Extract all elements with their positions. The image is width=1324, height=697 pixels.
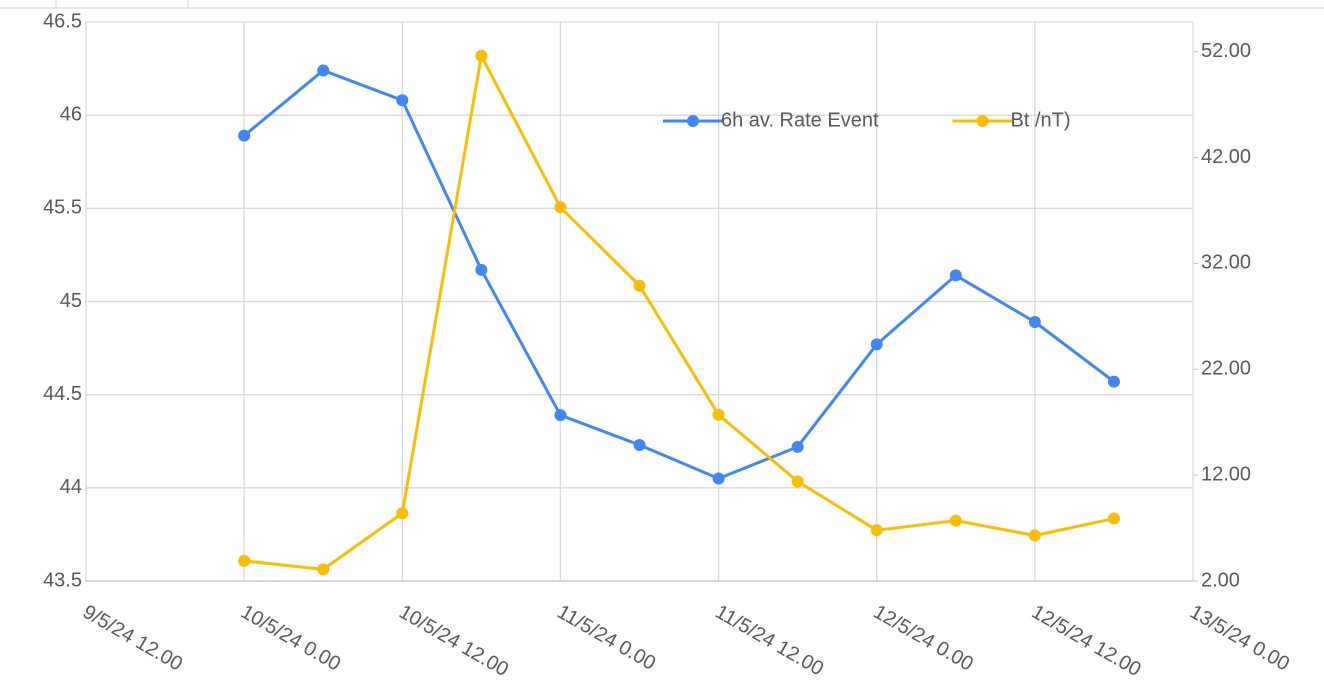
point [1028, 529, 1041, 542]
y2-tick-label: 32.00 [1201, 252, 1251, 274]
x-tick-label: 10/5/24 0.00 [237, 601, 344, 676]
point [791, 475, 804, 488]
point [791, 440, 804, 453]
y2-tick-label: 22.00 [1201, 358, 1251, 380]
legend-label: Bt /nT) [1011, 109, 1071, 131]
y-tick-label: 44 [60, 476, 82, 498]
y-tick-label: 43.5 [43, 569, 82, 591]
point [1107, 375, 1120, 388]
point [949, 269, 962, 282]
y-tick-label: 46.5 [43, 10, 82, 32]
point [949, 514, 962, 527]
x-tick-label: 13/5/24 0.00 [1186, 601, 1293, 676]
y2-tick-label: 2.00 [1201, 569, 1240, 591]
point [554, 409, 567, 422]
y-tick-label: 45 [60, 290, 82, 312]
point [475, 263, 488, 276]
x-tick-label: 10/5/24 12.00 [395, 601, 512, 681]
x-tick-label: 9/5/24 12.00 [79, 601, 186, 676]
point [633, 279, 646, 292]
point [317, 563, 330, 576]
x-tick-label: 11/5/24 12.00 [711, 601, 827, 680]
point [633, 438, 646, 451]
x-tick-label: 12/5/24 12.00 [1028, 601, 1145, 681]
point [396, 94, 409, 107]
y-tick-label: 46 [60, 103, 82, 125]
point [870, 524, 883, 537]
series-line [243, 54, 1115, 571]
point [475, 49, 488, 62]
point [1028, 315, 1041, 328]
point [238, 129, 251, 142]
legend-marker [976, 115, 989, 127]
legend-marker [687, 115, 699, 127]
x-tick-label: 11/5/24 0.00 [553, 601, 659, 675]
y2-tick-label: 52.00 [1201, 40, 1251, 62]
legend-label: 6h av. Rate Event [721, 109, 879, 131]
y2-tick-label: 12.00 [1201, 463, 1251, 485]
x-tick-label: 12/5/24 0.00 [870, 601, 977, 676]
y2-tick-label: 42.00 [1201, 146, 1251, 168]
point [238, 554, 251, 567]
point [712, 408, 725, 421]
series-line [243, 68, 1115, 481]
point [317, 64, 330, 77]
y-tick-label: 44.5 [43, 383, 82, 405]
point [712, 472, 725, 485]
y-tick-label: 45.5 [43, 197, 82, 219]
point [396, 507, 409, 520]
point [1107, 512, 1120, 525]
point [554, 201, 567, 214]
point [870, 338, 883, 351]
